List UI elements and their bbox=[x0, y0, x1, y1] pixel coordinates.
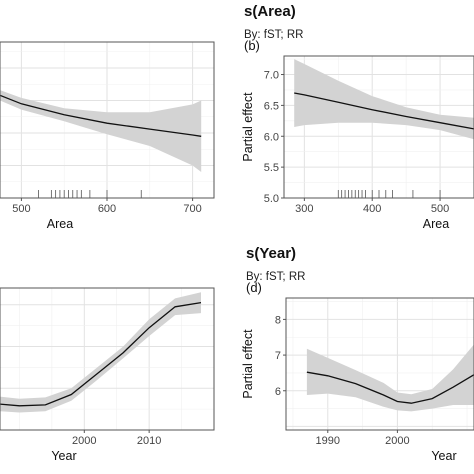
confidence-band bbox=[306, 344, 474, 412]
y-axis-label: Partial effect bbox=[241, 329, 255, 399]
panel-d: 1990 2000 6 7 8 Year Partial effect s(Year) By: … bbox=[241, 245, 474, 463]
smooth-effect-line bbox=[0, 94, 202, 137]
rug-marks bbox=[337, 190, 441, 198]
panel-subtitle: By: fST; RR bbox=[246, 271, 305, 283]
y-tick-label: 5.0 bbox=[264, 193, 279, 205]
y-tick-label: 5.5 bbox=[264, 162, 279, 174]
confidence-band bbox=[0, 292, 201, 413]
panel-b: 300 400 500 5.0 5.5 6.0 6.5 7.0 Area Partial effe… bbox=[241, 3, 474, 231]
x-tick-label: 2000 bbox=[385, 435, 409, 447]
y-tick-label: 8 bbox=[275, 314, 281, 326]
panel-border bbox=[283, 55, 474, 199]
panel-a: 500 600 700 Area bbox=[0, 41, 215, 231]
panel-title: s(Area) bbox=[244, 3, 296, 20]
smooth-effect-line bbox=[306, 371, 474, 404]
smooth-effect-line bbox=[294, 92, 474, 130]
panel-subtitle: By: fST; RR bbox=[244, 29, 303, 41]
y-tick-label: 7.0 bbox=[264, 70, 279, 82]
panel-title: s(Year) bbox=[246, 245, 296, 262]
panel-border bbox=[285, 297, 474, 431]
x-axis-label: Area bbox=[423, 217, 449, 231]
x-tick-label: 600 bbox=[98, 203, 116, 215]
x-tick-label: 2000 bbox=[72, 435, 96, 447]
y-tick-label: 7 bbox=[275, 350, 281, 362]
x-axis-label: Year bbox=[431, 449, 456, 463]
x-tick-label: 400 bbox=[363, 203, 381, 215]
y-axis-label: Partial effect bbox=[241, 92, 255, 162]
panel-c: 2000 2010 Year bbox=[0, 287, 215, 463]
rug-marks bbox=[38, 190, 142, 198]
confidence-band bbox=[294, 59, 474, 140]
panel-border bbox=[0, 287, 215, 431]
x-axis-label: Year bbox=[51, 449, 76, 463]
x-tick-label: 500 bbox=[12, 203, 30, 215]
y-tick-label: 6.0 bbox=[264, 131, 279, 143]
x-tick-label: 2010 bbox=[137, 435, 161, 447]
panel-tag: (d) bbox=[246, 280, 262, 295]
panel-tag: (b) bbox=[244, 38, 260, 53]
y-tick-label: 6.5 bbox=[264, 100, 279, 112]
x-tick-label: 700 bbox=[183, 203, 201, 215]
y-tick-label: 6 bbox=[275, 386, 281, 398]
x-tick-label: 300 bbox=[295, 203, 313, 215]
x-tick-label: 500 bbox=[431, 203, 449, 215]
smooth-effect-line bbox=[0, 301, 202, 407]
x-axis-label: Area bbox=[47, 217, 73, 231]
x-tick-label: 1990 bbox=[316, 435, 340, 447]
